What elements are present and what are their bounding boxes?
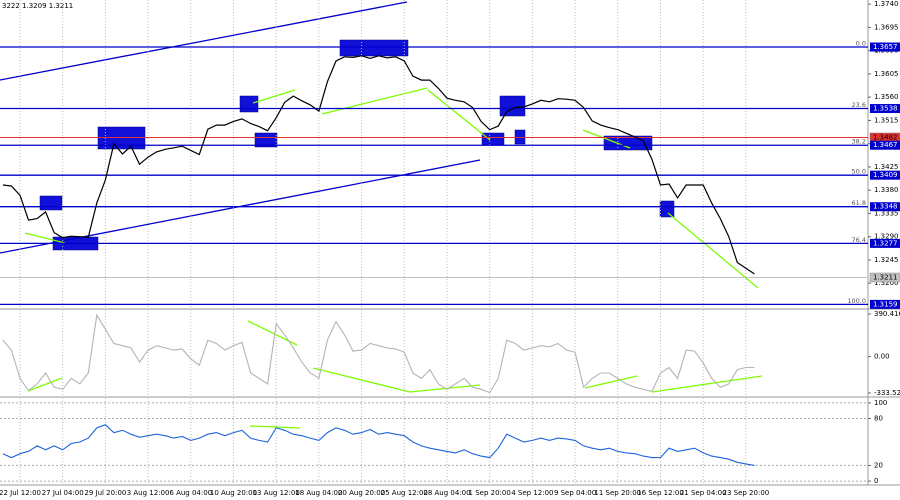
x-tick-label: 29 Jul 20:00 (84, 489, 126, 497)
divergence-line (584, 375, 638, 389)
x-tick-label: 28 Aug 04:00 (423, 489, 470, 497)
price-box (870, 238, 900, 248)
x-tick-label: 20 Aug 20:00 (338, 489, 385, 497)
divergence-line (24, 232, 66, 244)
divergence-line (249, 425, 301, 429)
price-box-label: 1.3657 (873, 43, 898, 51)
price-box-label: 1.3482 (873, 133, 898, 141)
zone (39, 195, 63, 211)
fib-level-label: 38.2 (852, 138, 866, 146)
y-tick-label: 1.3245 (874, 256, 899, 264)
x-tick-label: 1 Sep 20:00 (469, 489, 511, 497)
y-tick-label: 1.3425 (874, 163, 899, 171)
fib-level-label: 23.6 (852, 101, 866, 109)
x-tick-label: 18 Aug 04:00 (295, 489, 342, 497)
price-box-label: 1.3159 (873, 300, 898, 308)
x-tick-label: 11 Sep 20:00 (594, 489, 641, 497)
y-tick-label: 1.3200 (874, 279, 899, 287)
x-tick-label: 22 Jul 12:00 (0, 489, 41, 497)
fib-level-label: 76.4 (852, 236, 866, 244)
price-box (870, 202, 900, 212)
price-box-label: 1.3409 (873, 171, 898, 179)
series-line (2, 313, 755, 394)
divergence-line (321, 87, 428, 115)
y-tick-label: 80 (874, 415, 883, 423)
zone (659, 200, 675, 218)
x-tick-label: 25 Aug 12:00 (381, 489, 428, 497)
y-tick-label: 1.3605 (874, 70, 899, 78)
y-tick-label: 1.3515 (874, 116, 899, 124)
divergence-line (667, 212, 759, 289)
price-box (870, 299, 900, 309)
price-box (870, 170, 900, 180)
y-tick-label: 1.3380 (874, 186, 899, 194)
divergence-line (651, 375, 763, 393)
x-tick-label: 4 Sep 12:00 (511, 489, 553, 497)
price-box (870, 104, 900, 114)
price-box-label: 1.3538 (873, 105, 898, 113)
divergence-line (27, 377, 63, 392)
series-line (2, 55, 755, 275)
price-box (869, 272, 900, 283)
x-tick-label: 3 Aug 12:00 (127, 489, 170, 497)
x-tick-label: 10 Aug 20:00 (210, 489, 257, 497)
price-box-label: 1.3211 (873, 274, 898, 282)
channel-line (0, 1, 408, 81)
y-tick-label: 1.3560 (874, 93, 899, 101)
price-box-label: 1.3467 (873, 141, 898, 149)
fib-level-label: 0.0 (856, 40, 866, 48)
series-line (2, 424, 755, 466)
y-tick-label: 1.3695 (874, 23, 899, 31)
zone (499, 95, 526, 117)
fib-level-label: 100.0 (847, 297, 866, 305)
x-tick-label: 27 Jul 04:00 (42, 489, 84, 497)
divergence-line (252, 89, 296, 104)
zone (339, 39, 409, 57)
y-tick-label: 0.00 (874, 353, 890, 361)
price-box (870, 140, 900, 150)
fib-level-label: 50.0 (852, 168, 866, 176)
x-tick-label: 9 Sep 04:00 (554, 489, 596, 497)
zone (481, 132, 505, 146)
x-tick-label: 13 Aug 12:00 (253, 489, 300, 497)
y-tick-label: 1.3335 (874, 209, 899, 217)
price-box-label: 1.3277 (873, 239, 898, 247)
divergence-lines (24, 87, 763, 429)
y-tick-label: 20 (874, 461, 883, 469)
zone (239, 95, 259, 113)
y-tick-label: 0 (874, 477, 878, 485)
x-tick-label: 23 Sep 20:00 (723, 489, 770, 497)
y-tick-label: -333.522 (874, 389, 900, 397)
zone (254, 132, 278, 148)
price-box-label: 1.3348 (873, 203, 898, 211)
price-box (870, 42, 900, 52)
fib-level-label: 61.8 (852, 199, 866, 207)
x-tick-label: 6 Aug 04:00 (169, 489, 212, 497)
zone (97, 126, 146, 150)
divergence-line (427, 89, 491, 141)
y-tick-label: 1.3740 (874, 0, 899, 8)
y-tick-label: 100 (874, 399, 887, 407)
x-tick-label: 16 Sep 12:00 (637, 489, 684, 497)
y-tick-label: 390.4163 (874, 310, 900, 318)
y-tick-label: 1.3290 (874, 233, 899, 241)
x-tick-label: 21 Sep 04:00 (680, 489, 727, 497)
header-prices: 3222 1.3209 1.3211 (2, 2, 73, 10)
